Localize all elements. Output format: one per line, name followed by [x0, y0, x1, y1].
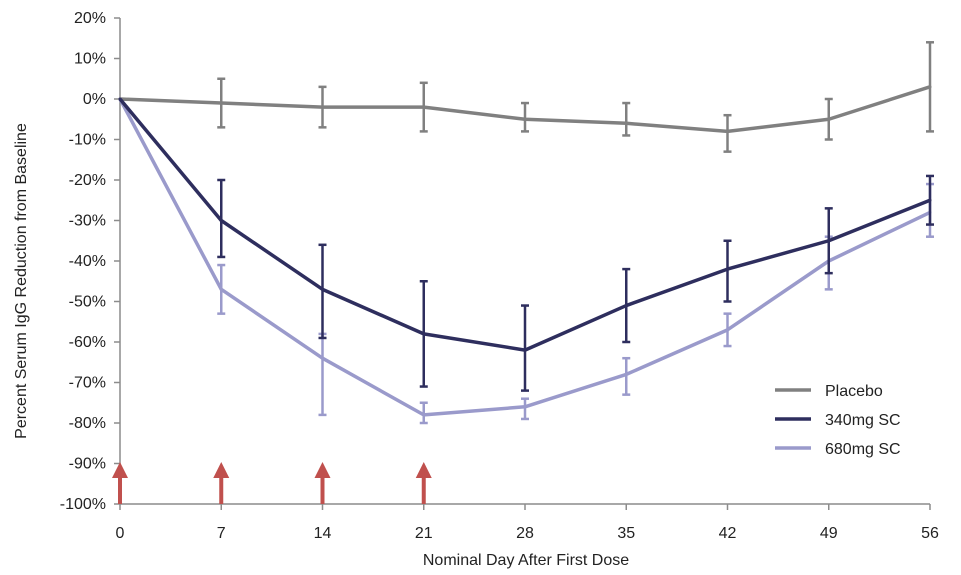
data-point [118, 97, 122, 101]
error-bar [419, 401, 428, 425]
up-arrow-icon [213, 462, 230, 478]
chart-axes [119, 18, 930, 505]
x-tick-label: 21 [415, 525, 433, 542]
y-tick-label: -70% [69, 375, 106, 392]
y-tick-label: -40% [69, 253, 106, 270]
y-tick-label: -20% [69, 172, 106, 189]
data-point [523, 405, 527, 409]
dose-arrow-shaft [320, 474, 325, 504]
legend: Placebo 340mg SC 680mg SC [775, 383, 901, 458]
axis-ticks: 20% 10% 0% -10% -20% -30% -40% -50% -60% -70% -80%… [60, 10, 939, 542]
data-point [726, 129, 729, 133]
error-bar [521, 304, 529, 392]
data-point [523, 117, 527, 121]
legend-label: Placebo [825, 383, 883, 400]
x-tick-label: 35 [617, 525, 635, 542]
y-axis-title: Percent Serum IgG Reduction from Baselin… [13, 123, 30, 439]
x-tick-label: 56 [921, 525, 939, 542]
data-point [928, 85, 932, 89]
data-point [624, 304, 628, 308]
x-tick-label: 14 [314, 525, 332, 542]
y-tick-label: 0% [83, 91, 106, 108]
legend-item: Placebo [775, 383, 883, 400]
data-point [422, 413, 426, 417]
y-tick-label: -60% [69, 334, 106, 351]
y-tick-label: -80% [69, 415, 106, 432]
data-point [827, 239, 831, 243]
dose-markers [112, 462, 432, 504]
data-point [624, 372, 628, 376]
y-tick-label: -10% [69, 132, 106, 149]
error-bar [521, 397, 529, 421]
data-point [624, 121, 628, 125]
y-tick-label: -90% [69, 456, 106, 473]
error-bar [622, 101, 631, 137]
error-bar [723, 113, 732, 153]
error-bar [521, 101, 529, 133]
legend-label: 680mg SC [825, 441, 901, 458]
series-340mg-sc [118, 97, 934, 392]
series-layer [118, 41, 934, 425]
y-tick-label: 20% [74, 10, 106, 27]
dose-arrow-shaft [219, 474, 224, 504]
x-axis-title: Nominal Day After First Dose [423, 552, 629, 569]
up-arrow-icon [112, 462, 128, 478]
data-point [219, 219, 223, 222]
dose-arrow-shaft [421, 474, 426, 504]
x-tick-label: 7 [217, 525, 226, 542]
legend-label: 340mg SC [825, 412, 901, 429]
dose-arrow-shaft [118, 474, 122, 504]
up-arrow-icon [314, 462, 331, 478]
data-point [321, 105, 324, 109]
data-point [523, 348, 527, 352]
data-point [827, 117, 831, 121]
dose-arrow [213, 462, 230, 504]
error-bar [723, 239, 732, 303]
error-bar [318, 243, 327, 340]
y-tick-label: 10% [74, 51, 106, 68]
legend-item: 340mg SC [775, 412, 901, 429]
y-tick-label: -100% [60, 496, 106, 513]
y-tick-label: -30% [69, 213, 106, 230]
x-tick-label: 28 [516, 525, 534, 542]
data-point [422, 332, 426, 336]
dose-arrow [314, 462, 331, 504]
data-point [321, 356, 324, 360]
x-tick-label: 49 [820, 525, 838, 542]
data-point [726, 328, 729, 332]
x-tick-label: 42 [719, 525, 737, 542]
data-point [219, 101, 223, 105]
data-point [321, 287, 324, 291]
data-point [928, 198, 932, 202]
error-bar [622, 356, 631, 396]
series-placebo [118, 41, 934, 153]
data-point [422, 105, 426, 109]
x-tick-label: 0 [116, 525, 125, 542]
error-bar [318, 332, 327, 417]
y-tick-label: -50% [69, 294, 106, 311]
dose-arrow [415, 462, 432, 504]
up-arrow-icon [415, 462, 432, 478]
dose-arrow [112, 462, 128, 504]
data-point [219, 287, 223, 291]
data-point [726, 267, 729, 271]
legend-item: 680mg SC [775, 441, 901, 458]
